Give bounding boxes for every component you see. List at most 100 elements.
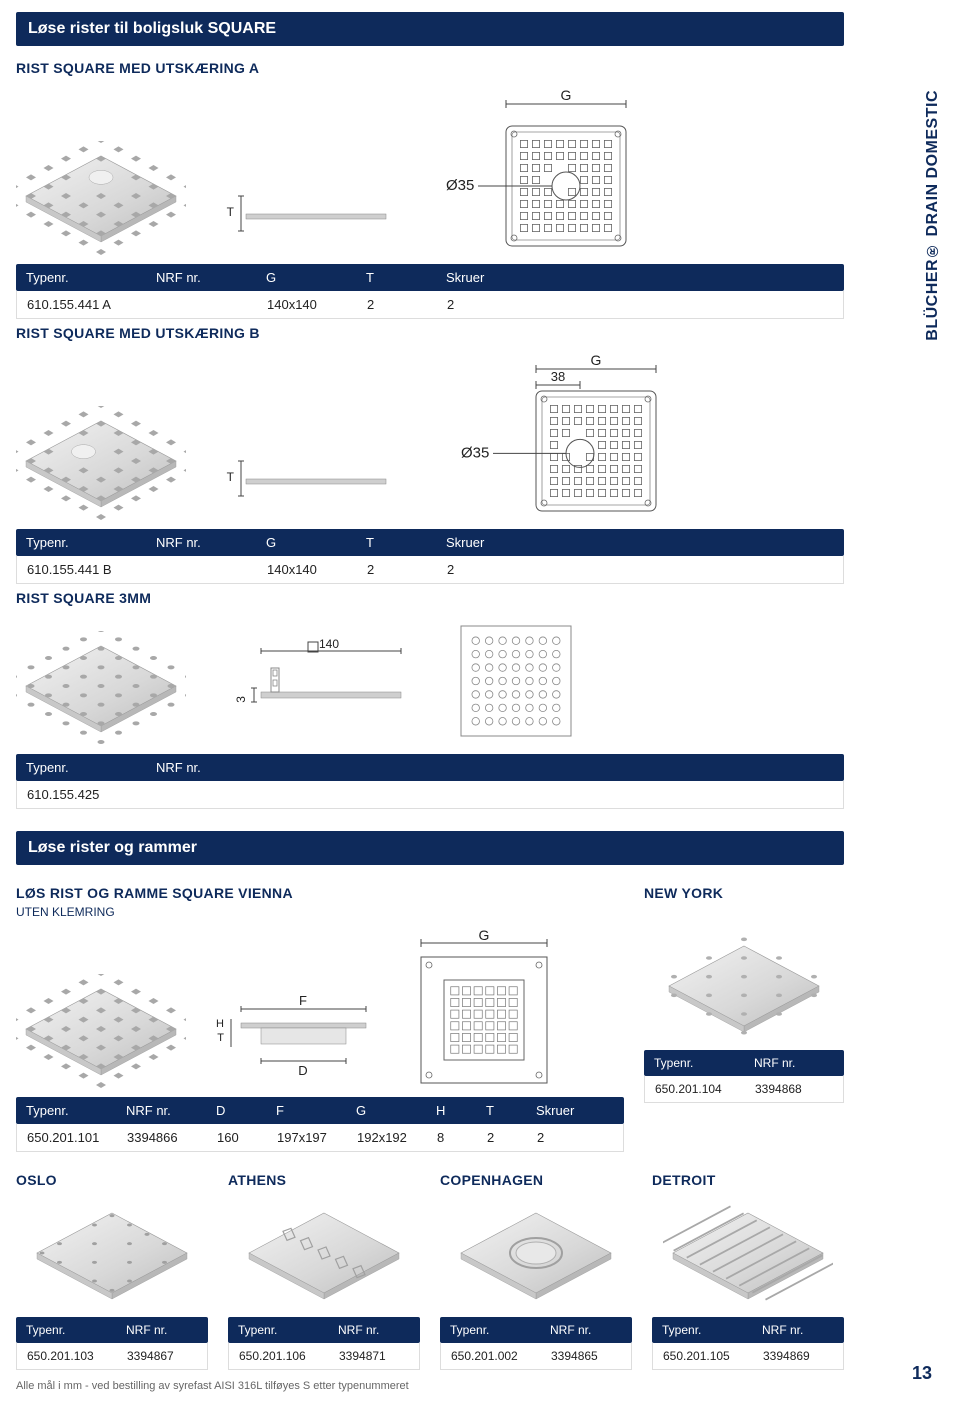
table-header-cell: NRF nr. — [156, 760, 266, 775]
section-b-top-plan: G Ø35 38 — [426, 351, 686, 521]
table-cell — [157, 562, 267, 577]
table-cell: 8 — [437, 1130, 487, 1145]
table-cell: 140x140 — [267, 562, 367, 577]
table-cell: 2 — [537, 1130, 597, 1145]
table-header-cell: G — [266, 535, 366, 550]
table-cell — [157, 297, 267, 312]
vienna-side-view: F H T D — [206, 979, 386, 1089]
table-header-cell: H — [436, 1103, 486, 1118]
title-bar-2: Løse rister og rammer — [16, 831, 844, 865]
table-header-cell: NRF nr. — [550, 1323, 620, 1337]
city-table: Typenr.NRF nr. 650.201.1053394869 — [652, 1317, 844, 1370]
table-cell: 2 — [487, 1130, 537, 1145]
vienna-top-plan: G — [406, 929, 566, 1089]
table-header-cell: NRF nr. — [156, 535, 266, 550]
city-table: Typenr.NRF nr. 650.201.0023394865 — [440, 1317, 632, 1370]
table-cell: 610.155.425 — [27, 787, 157, 802]
grate-vienna-image — [16, 974, 186, 1089]
table-header-cell: T — [366, 535, 446, 550]
table-header-cell: Skruer — [446, 270, 526, 285]
section-vienna-sub: UTEN KLEMRING — [16, 905, 624, 919]
table-row: 650.201.1053394869 — [652, 1343, 844, 1370]
city-heading: DETROIT — [652, 1172, 844, 1188]
section-3mm-side-view: 140 3 — [206, 636, 426, 746]
svg-text:T: T — [227, 470, 235, 484]
table-cell: 140x140 — [267, 297, 367, 312]
vienna-table: Typenr.NRF nr.DFGHTSkruer650.201.1013394… — [16, 1097, 624, 1152]
table-cell: 192x192 — [357, 1130, 437, 1145]
table-header-cell: Typenr. — [662, 1323, 762, 1337]
svg-text:G: G — [561, 87, 572, 103]
grate-3mm-image — [16, 631, 186, 746]
table-cell: 160 — [217, 1130, 277, 1145]
table-header-cell: Typenr. — [450, 1323, 550, 1337]
table-cell: 650.201.103 — [27, 1349, 127, 1363]
svg-text:G: G — [479, 929, 490, 943]
page-number: 13 — [912, 1363, 932, 1384]
table-row: 650.201.1013394866160197x197192x192822 — [16, 1124, 624, 1152]
table-cell: 3394869 — [763, 1349, 833, 1363]
newyork-heading: NEW YORK — [644, 885, 844, 901]
section-a-heading: RIST SQUARE MED UTSKÆRING A — [16, 60, 844, 76]
table-header-cell: G — [266, 270, 366, 285]
svg-text:D: D — [298, 1063, 307, 1078]
svg-text:G: G — [591, 352, 602, 368]
table-cell — [157, 787, 267, 802]
table-row: 650.201.0023394865 — [440, 1343, 632, 1370]
section-3mm-heading: RIST SQUARE 3MM — [16, 590, 844, 606]
table-row: 650.201.1063394871 — [228, 1343, 420, 1370]
svg-text:T: T — [217, 1032, 224, 1044]
title-bar-1: Løse rister til boligsluk SQUARE — [16, 12, 844, 46]
svg-text:Ø35: Ø35 — [446, 177, 474, 194]
section-b-side-view: T — [206, 441, 406, 521]
svg-text:Ø35: Ø35 — [461, 444, 489, 461]
table-header-cell: T — [486, 1103, 536, 1118]
svg-text:140: 140 — [319, 637, 339, 651]
city-grate-image — [27, 1198, 197, 1303]
table-header-cell: Skruer — [536, 1103, 596, 1118]
table-row: 610.155.441 A140x14022 — [16, 291, 844, 319]
city-heading: COPENHAGEN — [440, 1172, 632, 1188]
table-header-cell: F — [276, 1103, 356, 1118]
table-header-cell: NRF nr. — [754, 1056, 824, 1070]
table-cell: 650.201.002 — [451, 1349, 551, 1363]
city-card: COPENHAGEN Typenr.NRF nr. 650.201.00233948… — [440, 1166, 632, 1370]
city-grate-image — [239, 1198, 409, 1303]
table-cell: 2 — [367, 297, 447, 312]
svg-text:38: 38 — [551, 369, 565, 384]
city-table: Typenr.NRF nr.650.201.1033394867 — [16, 1317, 208, 1370]
table-cell: 197x197 — [277, 1130, 357, 1145]
svg-text:H: H — [216, 1018, 224, 1030]
section-vienna-heading: LØS RIST OG RAMME SQUARE VIENNA — [16, 885, 624, 901]
svg-text:F: F — [299, 993, 307, 1008]
table-cell: 3394868 — [755, 1082, 825, 1096]
city-heading: ATHENS — [228, 1172, 420, 1188]
section-a-top-plan: G Ø35 — [426, 86, 666, 256]
table-header-cell: NRF nr. — [762, 1323, 832, 1337]
section-b-heading: RIST SQUARE MED UTSKÆRING B — [16, 325, 844, 341]
section-a-side-view: T — [206, 176, 406, 256]
section-3mm-table: Typenr.NRF nr. 610.155.425 — [16, 754, 844, 809]
table-header-cell: T — [366, 270, 446, 285]
city-card: OSLOTypenr.NRF nr.650.201.1033394867 — [16, 1166, 208, 1370]
table-cell: 650.201.101 — [27, 1130, 127, 1145]
newyork-table: Typenr.NRF nr.650.201.1043394868 — [644, 1050, 844, 1103]
svg-text:3: 3 — [234, 696, 248, 703]
table-row: 650.201.1043394868 — [644, 1076, 844, 1103]
svg-text:T: T — [227, 205, 235, 219]
section-a-table: Typenr.NRF nr.GTSkruer610.155.441 A140x1… — [16, 264, 844, 319]
table-cell: 610.155.441 A — [27, 297, 157, 312]
grate-newyork-image — [659, 931, 829, 1036]
table-header-cell: Typenr. — [26, 535, 156, 550]
table-header-cell: Skruer — [446, 535, 526, 550]
table-header-cell: G — [356, 1103, 436, 1118]
table-header-cell: D — [216, 1103, 276, 1118]
table-cell: 3394871 — [339, 1349, 409, 1363]
grate-a-image — [16, 141, 186, 256]
table-header-cell: Typenr. — [26, 760, 156, 775]
table-cell: 650.201.105 — [663, 1349, 763, 1363]
table-cell: 3394867 — [127, 1349, 197, 1363]
table-cell: 650.201.106 — [239, 1349, 339, 1363]
table-row: 650.201.1033394867 — [16, 1343, 208, 1370]
section-b-table: Typenr.NRF nr.GTSkruer610.155.441 B140x1… — [16, 529, 844, 584]
